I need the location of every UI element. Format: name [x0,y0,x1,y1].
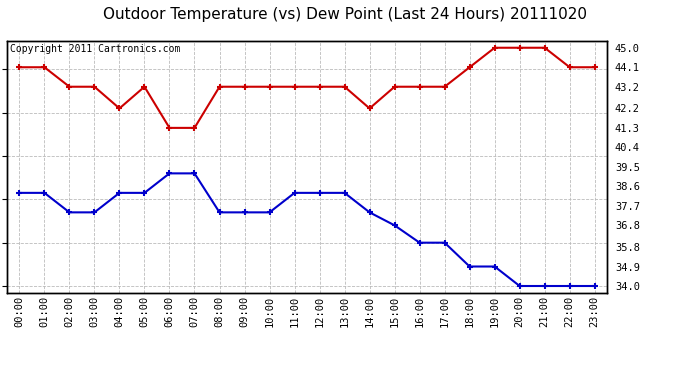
Text: Copyright 2011 Cartronics.com: Copyright 2011 Cartronics.com [10,44,180,54]
Text: Outdoor Temperature (vs) Dew Point (Last 24 Hours) 20111020: Outdoor Temperature (vs) Dew Point (Last… [103,8,587,22]
